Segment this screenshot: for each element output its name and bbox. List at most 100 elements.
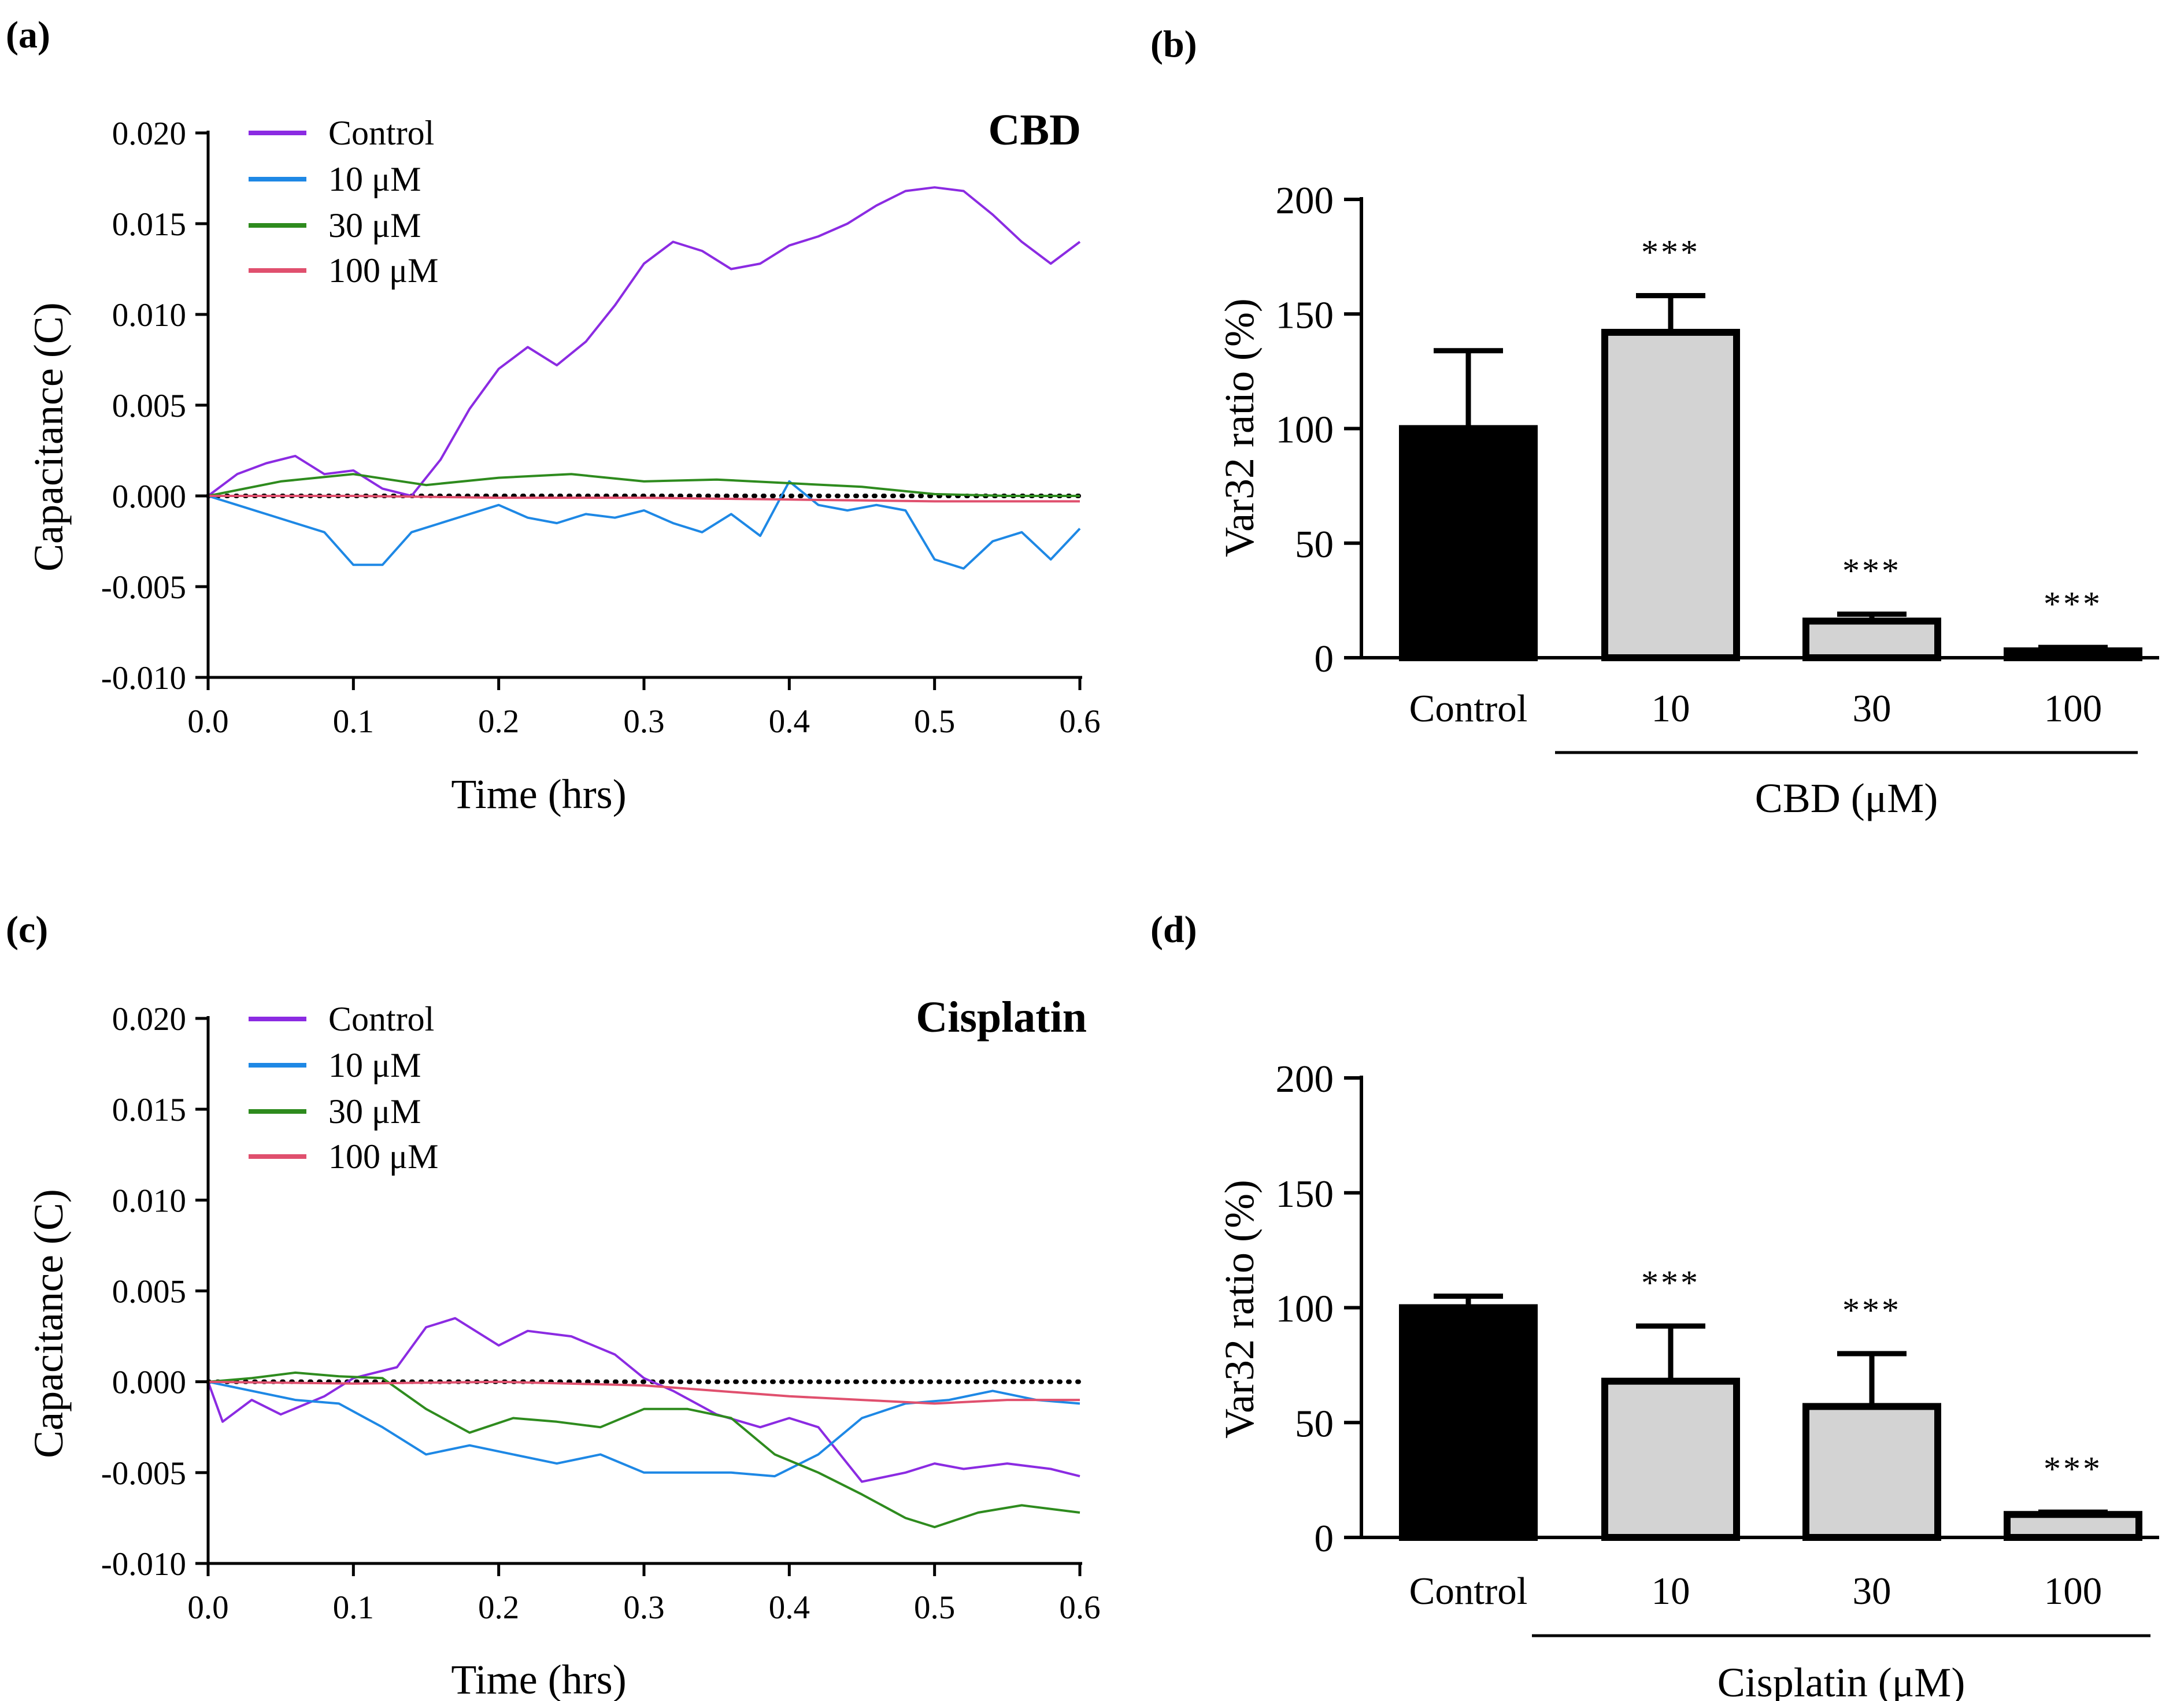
legend-item-control: Control [249, 114, 434, 152]
significance-marker: *** [2044, 585, 2102, 623]
legend-item-10um: 10 μM [249, 160, 421, 198]
x-tick-label: 0.0 [187, 1589, 228, 1626]
legend-item-30um: 30 μM [249, 1092, 421, 1131]
series-line-uM30 [208, 473, 1080, 497]
panel-c-title: Cisplatin [916, 993, 1087, 1042]
category-label: Control [1409, 1570, 1528, 1613]
y-tick-label: 0.000 [112, 479, 186, 515]
y-tick-label: 0.005 [112, 388, 186, 424]
significance-marker: *** [1641, 234, 1700, 272]
x-tick-label: 0.5 [914, 1589, 955, 1626]
y-tick-label: -0.005 [101, 569, 186, 606]
legend-label-30um: 30 μM [328, 206, 421, 244]
y-tick-label: 0.015 [112, 1092, 186, 1128]
panel-d-cisplatin-var32-bar-chart: (d) Var32 ratio (%) Cisplatin (μM) Contr… [1150, 909, 2159, 1701]
panel-b-x-axis-title: CBD (μM) [1755, 775, 1938, 821]
category-label: 30 [1853, 1570, 1891, 1613]
bar-1 [1601, 328, 1740, 661]
y-tick-label: 0.015 [112, 206, 186, 243]
x-tick-label: 0.1 [333, 703, 374, 740]
category-label: 100 [2044, 1570, 2102, 1613]
panel-a-cbd-capacitance-chart: (a) CBD Time (hrs) Capacitance (C) Contr… [6, 14, 1101, 817]
y-tick-label: 0 [1315, 1517, 1334, 1560]
y-tick-label: 0.020 [112, 1001, 186, 1037]
category-label: 30 [1853, 687, 1891, 730]
significance-marker: *** [1842, 1291, 1901, 1329]
y-tick-label: 150 [1276, 1173, 1334, 1215]
panel-d-x-axis-title: Cisplatin (μM) [1717, 1659, 1965, 1701]
legend-item-100um: 100 μM [249, 251, 439, 290]
x-tick-label: 0.4 [769, 703, 810, 740]
panel-b-label: (b) [1150, 23, 1197, 65]
series-line-control [207, 1317, 1080, 1483]
significance-marker: *** [2044, 1450, 2102, 1488]
category-label: 100 [2044, 687, 2102, 730]
legend-item-100um: 100 μM [249, 1137, 439, 1176]
panel-c-y-axis-title: Capacitance (C) [25, 1189, 72, 1458]
y-tick-label: 0 [1315, 638, 1334, 680]
panel-b-cbd-var32-bar-chart: (b) Var32 ratio (%) CBD (μM) Control *** 1… [1150, 23, 2159, 821]
series-line-control [207, 186, 1081, 497]
y-tick-label: 100 [1276, 409, 1334, 451]
y-tick-label: 0.005 [112, 1274, 186, 1310]
panel-c-legend: Control 10 μM 30 μM 100 μM [249, 1000, 439, 1176]
category-label: 10 [1652, 687, 1690, 730]
x-tick-label: 0.2 [478, 703, 519, 740]
x-tick-label: 0.3 [623, 1589, 664, 1626]
x-tick-label: 0.4 [769, 1589, 810, 1626]
legend-label-control: Control [328, 1000, 434, 1038]
panel-a-y-axis-title: Capacitance (C) [25, 302, 72, 572]
bar-0 [1399, 425, 1538, 661]
panel-a-x-axis-title: Time (hrs) [451, 771, 626, 817]
panel-b-y-axis-title: Var32 ratio (%) [1216, 298, 1263, 557]
x-tick-label: 0.6 [1059, 703, 1100, 740]
bar-3 [2004, 1511, 2142, 1541]
x-tick-label: 0.6 [1059, 1589, 1100, 1626]
bar-1 [1601, 1377, 1740, 1541]
panel-d-y-axis-title: Var32 ratio (%) [1216, 1180, 1263, 1439]
series-line-uM100 [208, 495, 1080, 503]
category-label: 10 [1652, 1570, 1690, 1613]
x-tick-label: 0.0 [187, 703, 228, 740]
x-tick-label: 0.5 [914, 703, 955, 740]
legend-label-10um: 10 μM [328, 160, 421, 198]
legend-item-control: Control [249, 1000, 434, 1038]
significance-marker: *** [1641, 1263, 1700, 1302]
legend-label-100um: 100 μM [328, 251, 439, 290]
y-tick-label: 0.010 [112, 297, 186, 333]
series-line-uM10 [208, 480, 1081, 570]
y-tick-label: 0.020 [112, 116, 186, 152]
legend-item-10um: 10 μM [249, 1046, 421, 1084]
y-tick-label: -0.010 [101, 660, 186, 696]
legend-label-control: Control [328, 114, 434, 152]
x-tick-label: 0.2 [478, 1589, 519, 1626]
legend-label-100um: 100 μM [328, 1137, 439, 1176]
y-tick-label: 100 [1276, 1288, 1334, 1331]
legend-label-30um: 30 μM [328, 1092, 421, 1131]
panel-c-cisplatin-capacitance-chart: (c) Cisplatin Time (hrs) Capacitance (C)… [6, 909, 1101, 1701]
x-tick-label: 0.3 [623, 703, 664, 740]
y-tick-label: 200 [1276, 179, 1334, 222]
y-tick-label: 150 [1276, 294, 1334, 336]
x-tick-label: 0.1 [333, 1589, 374, 1626]
significance-marker: *** [1842, 552, 1901, 590]
panel-a-legend: Control 10 μM 30 μM 100 μM [249, 114, 439, 290]
y-tick-label: -0.010 [101, 1546, 186, 1583]
legend-item-30um: 30 μM [249, 206, 421, 244]
category-label: Control [1409, 687, 1528, 730]
legend-label-10um: 10 μM [328, 1046, 421, 1084]
series-line-uM10 [208, 1380, 1080, 1478]
y-tick-label: 0.000 [112, 1365, 186, 1401]
panel-c-x-axis-title: Time (hrs) [451, 1656, 626, 1701]
y-tick-label: 50 [1295, 523, 1334, 566]
y-tick-label: 200 [1276, 1058, 1334, 1100]
y-tick-label: 0.010 [112, 1183, 186, 1219]
panel-d-label: (d) [1150, 909, 1197, 951]
y-tick-label: -0.005 [101, 1455, 186, 1492]
bar-2 [1802, 617, 1941, 662]
series-line-uM30 [208, 1371, 1080, 1529]
panel-c-label: (c) [6, 909, 48, 951]
series-line-uM100 [208, 1380, 1080, 1405]
bar-2 [1802, 1403, 1941, 1541]
